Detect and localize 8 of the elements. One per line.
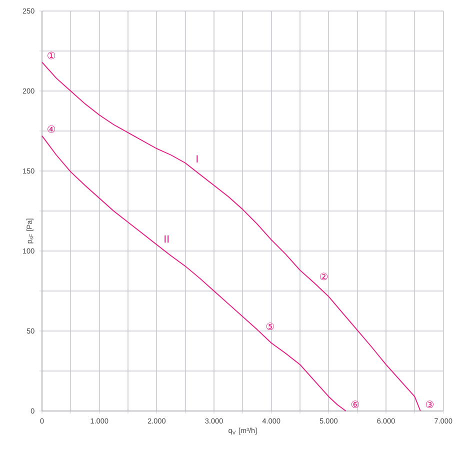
annotation: ① [48,52,56,60]
annotation: ⑤ [266,322,274,330]
annotation: I [196,155,198,163]
annotation: II [164,235,169,243]
annotation: ⑥ [351,400,359,408]
annotation: ④ [48,125,56,133]
annotation: ② [320,272,328,280]
annotation: ③ [426,400,434,408]
